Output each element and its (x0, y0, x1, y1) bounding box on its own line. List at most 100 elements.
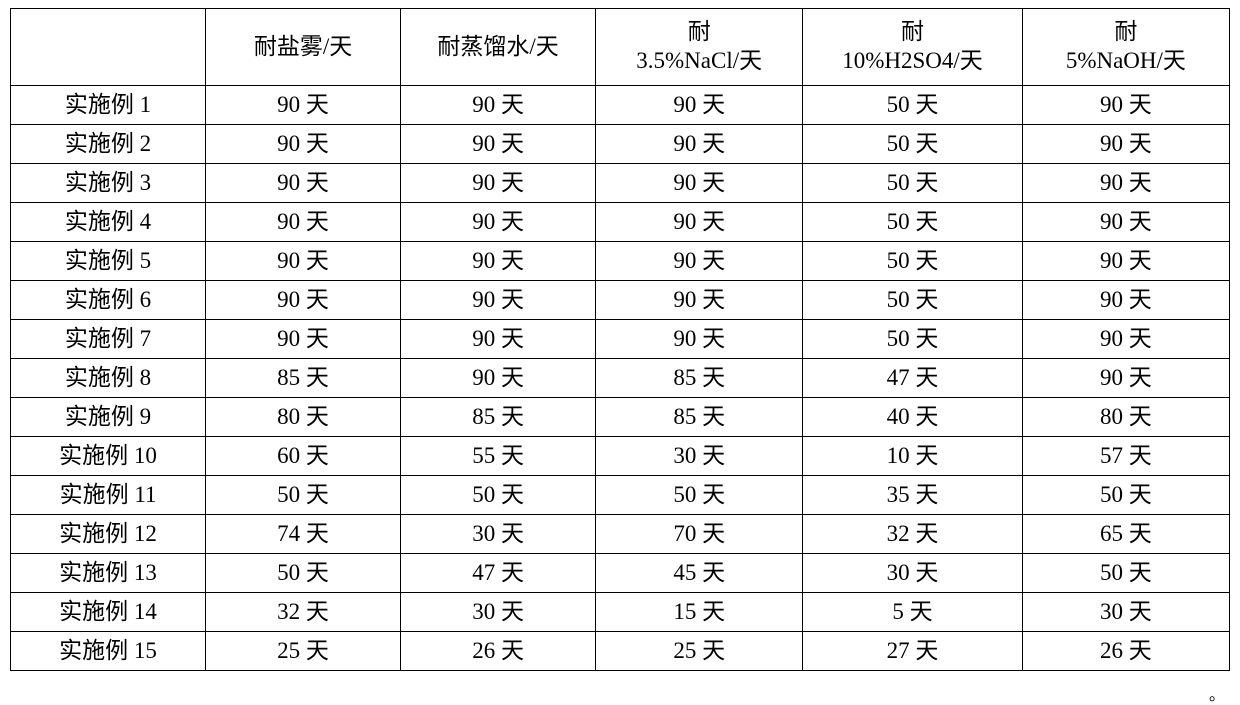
cell: 90 天 (206, 164, 401, 203)
cell: 26 天 (1022, 632, 1229, 671)
cell: 90 天 (596, 281, 803, 320)
row-label: 实施例 4 (11, 203, 206, 242)
cell: 35 天 (803, 476, 1022, 515)
cell: 30 天 (401, 593, 596, 632)
cell: 85 天 (596, 398, 803, 437)
col-header-3-line2: 3.5%NaCl/天 (636, 47, 762, 76)
cell: 55 天 (401, 437, 596, 476)
cell: 32 天 (803, 515, 1022, 554)
cell: 90 天 (1022, 86, 1229, 125)
row-label: 实施例 13 (11, 554, 206, 593)
col-header-3: 耐 3.5%NaCl/天 (596, 9, 803, 86)
table-body: 实施例 190 天90 天90 天50 天90 天实施例 290 天90 天90… (11, 86, 1230, 671)
col-header-1-line1: 耐盐雾/天 (254, 33, 352, 62)
cell: 90 天 (401, 164, 596, 203)
cell: 30 天 (803, 554, 1022, 593)
row-label: 实施例 15 (11, 632, 206, 671)
cell: 50 天 (803, 164, 1022, 203)
col-header-2-line1: 耐蒸馏水/天 (437, 33, 558, 62)
cell: 50 天 (803, 203, 1022, 242)
table-container: 耐盐雾/天 耐蒸馏水/天 耐 3.5%NaCl/天 (0, 0, 1240, 675)
cell: 5 天 (803, 593, 1022, 632)
cell: 90 天 (596, 125, 803, 164)
cell: 90 天 (596, 203, 803, 242)
table-row: 实施例 1060 天55 天30 天10 天57 天 (11, 437, 1230, 476)
cell: 50 天 (803, 125, 1022, 164)
cell: 90 天 (206, 320, 401, 359)
cell: 27 天 (803, 632, 1022, 671)
cell: 90 天 (401, 320, 596, 359)
cell: 90 天 (596, 242, 803, 281)
row-label: 实施例 7 (11, 320, 206, 359)
table-row: 实施例 1150 天50 天50 天35 天50 天 (11, 476, 1230, 515)
cell: 50 天 (803, 86, 1022, 125)
table-head: 耐盐雾/天 耐蒸馏水/天 耐 3.5%NaCl/天 (11, 9, 1230, 86)
cell: 40 天 (803, 398, 1022, 437)
cell: 50 天 (803, 242, 1022, 281)
cell: 80 天 (206, 398, 401, 437)
table-row: 实施例 1274 天30 天70 天32 天65 天 (11, 515, 1230, 554)
cell: 25 天 (206, 632, 401, 671)
cell: 90 天 (206, 281, 401, 320)
cell: 50 天 (1022, 554, 1229, 593)
cell: 50 天 (803, 281, 1022, 320)
cell: 90 天 (401, 359, 596, 398)
row-label: 实施例 5 (11, 242, 206, 281)
cell: 47 天 (803, 359, 1022, 398)
cell: 30 天 (401, 515, 596, 554)
cell: 30 天 (596, 437, 803, 476)
cell: 85 天 (401, 398, 596, 437)
cell: 50 天 (803, 320, 1022, 359)
table-row: 实施例 490 天90 天90 天50 天90 天 (11, 203, 1230, 242)
col-header-2: 耐蒸馏水/天 (401, 9, 596, 86)
row-label: 实施例 9 (11, 398, 206, 437)
cell: 90 天 (401, 86, 596, 125)
col-header-1: 耐盐雾/天 (206, 9, 401, 86)
cell: 74 天 (206, 515, 401, 554)
cell: 90 天 (401, 242, 596, 281)
row-label: 实施例 14 (11, 593, 206, 632)
row-label: 实施例 6 (11, 281, 206, 320)
row-label: 实施例 10 (11, 437, 206, 476)
col-header-4-line1: 耐 (901, 18, 924, 47)
cell: 32 天 (206, 593, 401, 632)
header-row: 耐盐雾/天 耐蒸馏水/天 耐 3.5%NaCl/天 (11, 9, 1230, 86)
cell: 90 天 (206, 125, 401, 164)
col-header-5: 耐 5%NaOH/天 (1022, 9, 1229, 86)
cell: 45 天 (596, 554, 803, 593)
table-row: 实施例 590 天90 天90 天50 天90 天 (11, 242, 1230, 281)
cell: 50 天 (1022, 476, 1229, 515)
table-row: 实施例 885 天90 天85 天47 天90 天 (11, 359, 1230, 398)
cell: 85 天 (206, 359, 401, 398)
cell: 26 天 (401, 632, 596, 671)
table-row: 实施例 190 天90 天90 天50 天90 天 (11, 86, 1230, 125)
cell: 90 天 (206, 86, 401, 125)
cell: 90 天 (1022, 164, 1229, 203)
cell: 50 天 (206, 554, 401, 593)
cell: 70 天 (596, 515, 803, 554)
cell: 90 天 (1022, 203, 1229, 242)
table-row: 实施例 1350 天47 天45 天30 天50 天 (11, 554, 1230, 593)
table-row: 实施例 690 天90 天90 天50 天90 天 (11, 281, 1230, 320)
cell: 50 天 (401, 476, 596, 515)
data-table: 耐盐雾/天 耐蒸馏水/天 耐 3.5%NaCl/天 (10, 8, 1230, 671)
col-header-0 (11, 9, 206, 86)
table-row: 实施例 790 天90 天90 天50 天90 天 (11, 320, 1230, 359)
cell: 47 天 (401, 554, 596, 593)
cell: 90 天 (596, 320, 803, 359)
cell: 90 天 (1022, 281, 1229, 320)
table-row: 实施例 290 天90 天90 天50 天90 天 (11, 125, 1230, 164)
cell: 90 天 (596, 86, 803, 125)
cell: 90 天 (206, 242, 401, 281)
cell: 65 天 (1022, 515, 1229, 554)
cell: 50 天 (596, 476, 803, 515)
footer-period: 。 (0, 675, 1240, 705)
cell: 50 天 (206, 476, 401, 515)
cell: 80 天 (1022, 398, 1229, 437)
row-label: 实施例 1 (11, 86, 206, 125)
cell: 90 天 (401, 203, 596, 242)
cell: 15 天 (596, 593, 803, 632)
col-header-4: 耐 10%H2SO4/天 (803, 9, 1022, 86)
cell: 90 天 (401, 281, 596, 320)
table-row: 实施例 1525 天26 天25 天27 天26 天 (11, 632, 1230, 671)
